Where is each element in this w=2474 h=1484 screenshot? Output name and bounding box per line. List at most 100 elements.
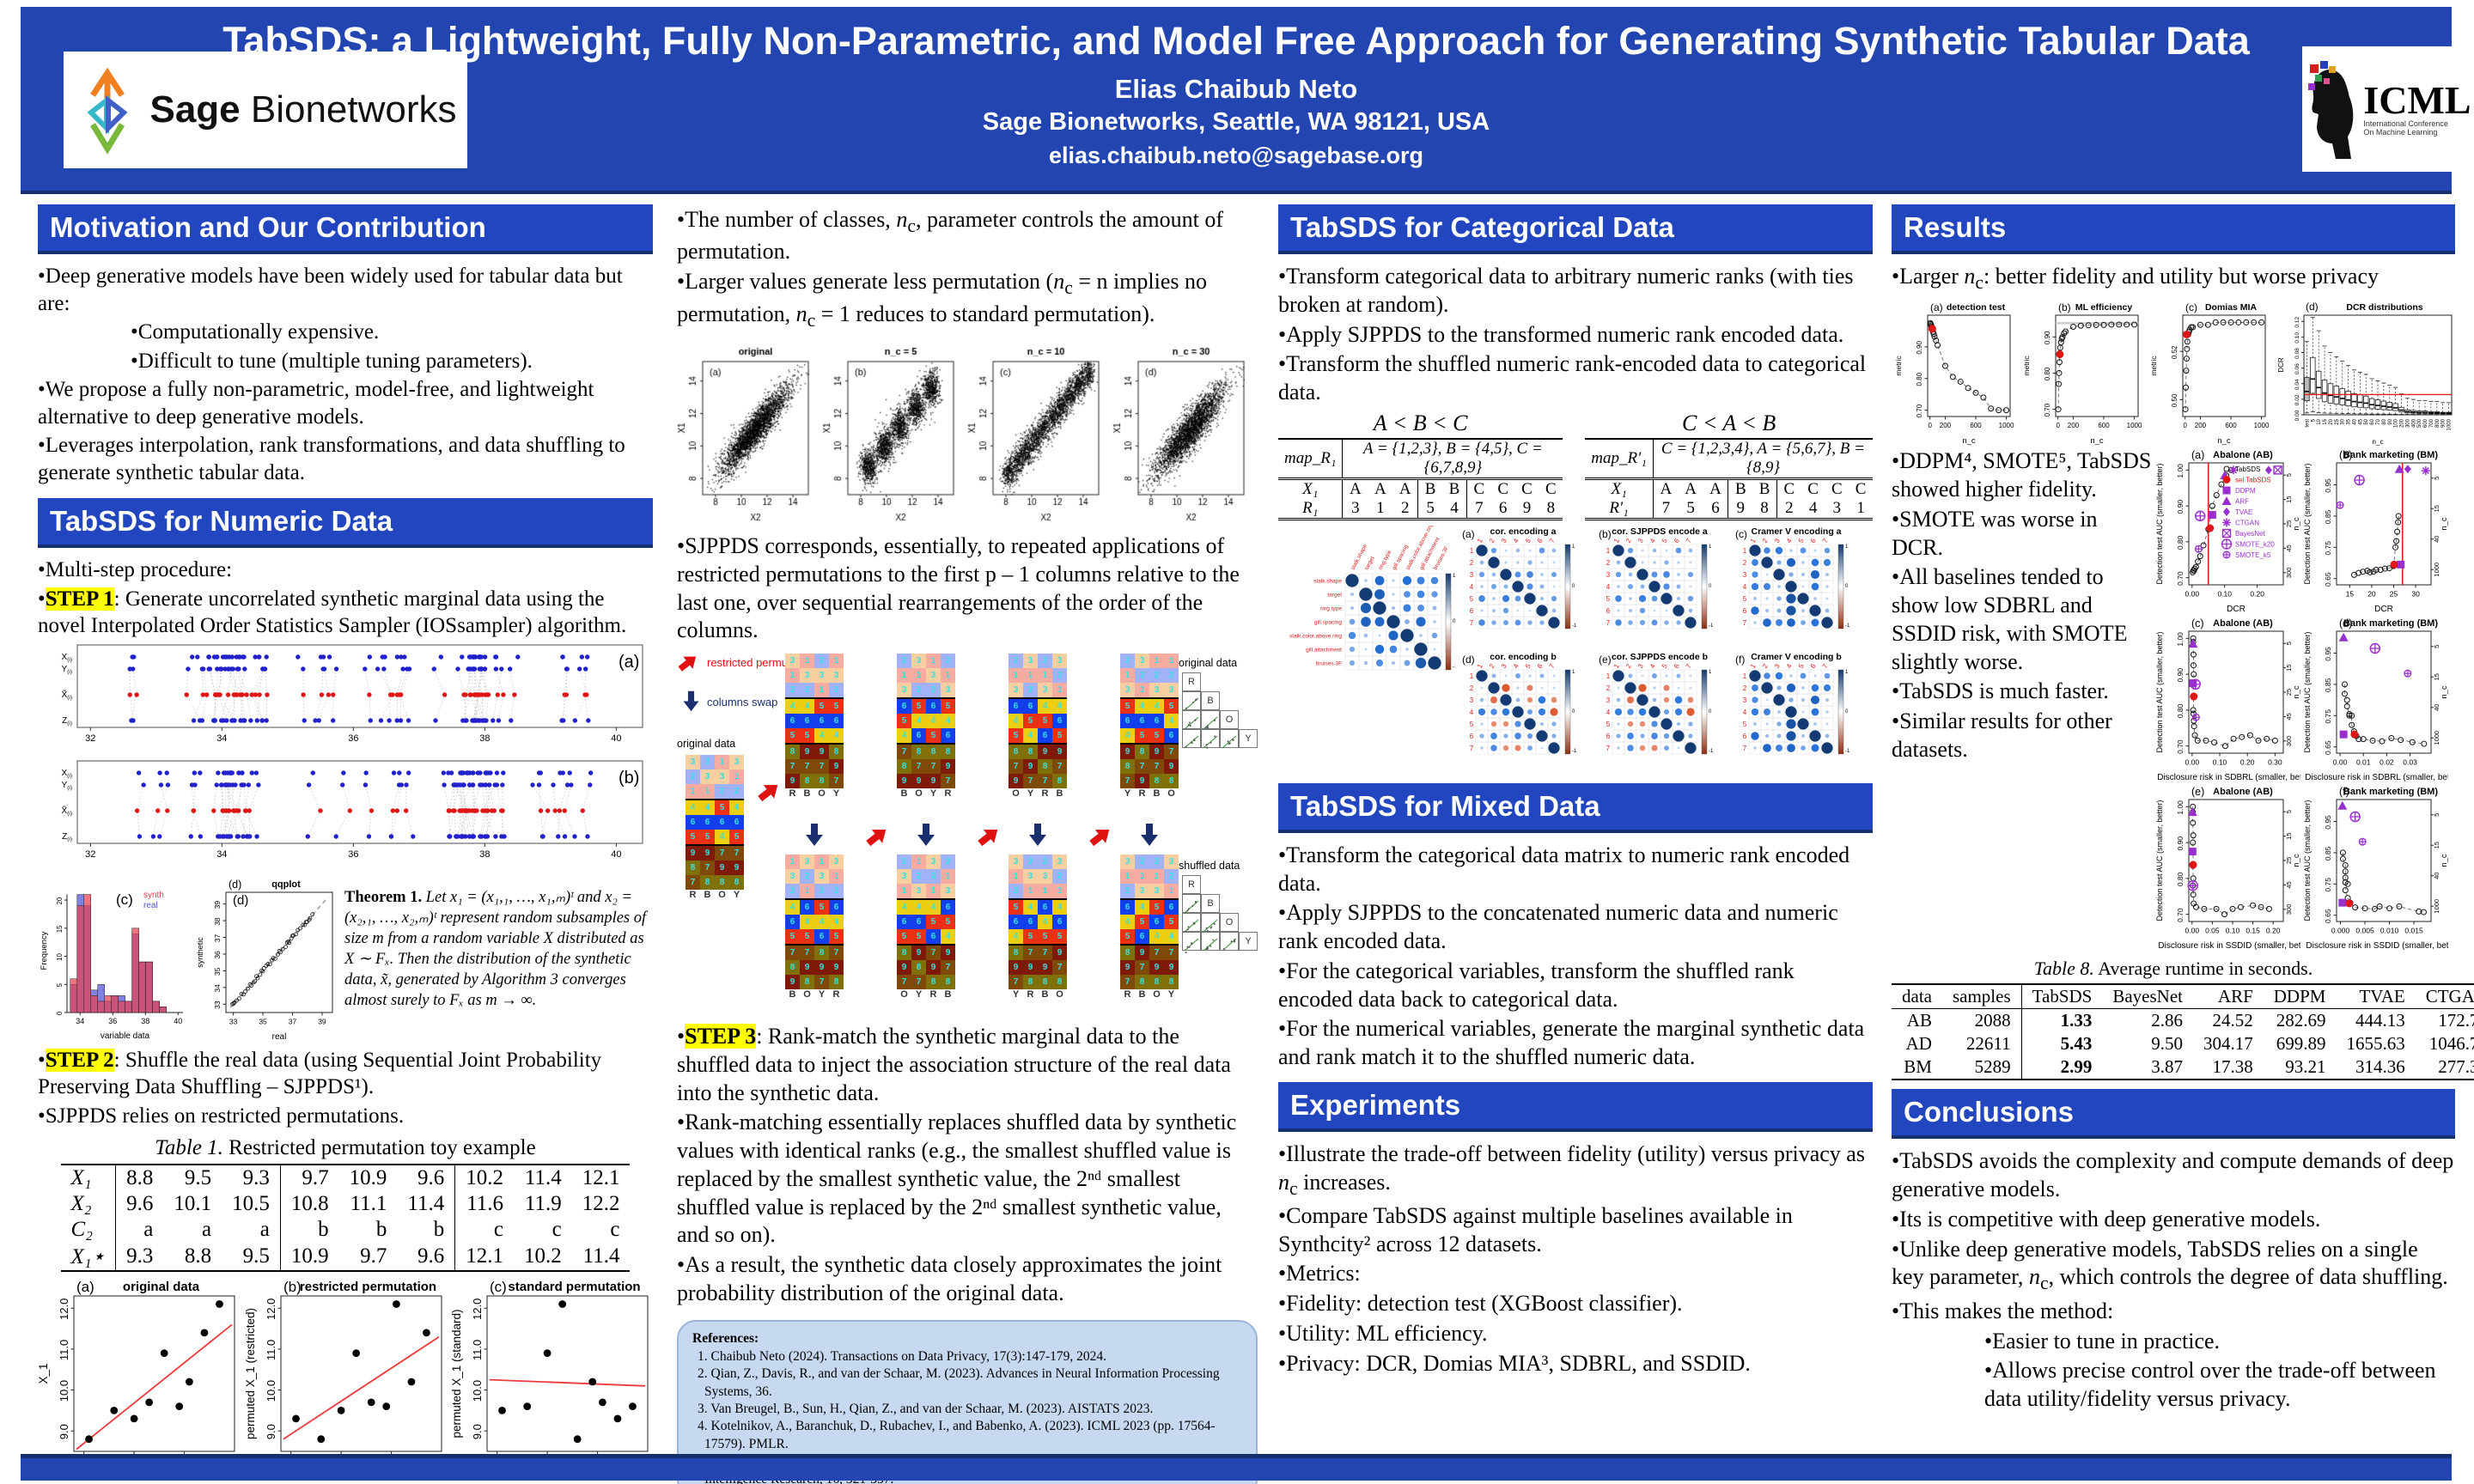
svg-text:1: 1 [1845,544,1849,550]
svg-text:1.00: 1.00 [2176,800,2185,815]
table1: X₁ 8.8 9.5 9.3 9.7 10.9 9.6 10.2 11.4 12.1 X₂ 9.6 10… [60,1164,631,1272]
table-row: C₂ a a a b b b c c c [60,1217,631,1243]
references-title: References: [692,1330,759,1346]
svg-text:2: 2 [1624,537,1633,544]
restricted-permutation-arrow-icon [978,830,998,847]
map-order-label: A < B < C [1373,410,1468,435]
svg-text:1: 1 [1476,662,1484,670]
svg-text:-1: -1 [1845,623,1850,629]
svg-text:1000: 1000 [2433,563,2440,577]
svg-text:6: 6 [1470,733,1474,740]
list-item: Metrics: [1278,1260,1873,1288]
svg-text:0.000: 0.000 [2331,927,2350,935]
svg-text:0.70: 0.70 [2176,740,2185,755]
result-scatter-ab-ssdid: 0.00 0.05 0.10 0.15 0.20 0.70 0.80 0.90 1.00 Disc… [2155,786,2300,951]
svg-text:0.80: 0.80 [2044,368,2051,381]
svg-text:33: 33 [229,1017,238,1025]
list-item: 4. Kotelnikov, A., Baranchuk, D., Rubach… [698,1419,1216,1451]
columns-swap-arrow-icon [917,824,935,847]
svg-text:0: 0 [1572,584,1575,589]
svg-text:15: 15 [2346,590,2355,599]
svg-text:25: 25 [2285,689,2293,696]
svg-text:10.0: 10.0 [58,1380,70,1402]
table-row: X₁⋆ 9.3 8.8 9.5 10.9 9.7 9.6 12.1 10.2 11.4 [60,1243,631,1271]
svg-text:X_1: X_1 [38,1363,50,1384]
svg-text:20: 20 [2367,590,2376,599]
svg-text:(c): (c) [1735,528,1747,540]
svg-text:0.50: 0.50 [2171,393,2178,407]
svg-text:2: 2 [1488,662,1496,670]
svg-text:10.0: 10.0 [265,1380,277,1402]
svg-text:Disclosure risk in SDBRL (smal: Disclosure risk in SDBRL (smaller, bette… [2305,773,2448,782]
column-4: Results Larger nc: better fidelity and u… [1892,204,2474,1415]
svg-text:60: 60 [2370,419,2375,425]
svg-text:15: 15 [2433,842,2440,849]
svg-text:36: 36 [348,849,358,860]
svg-text:25: 25 [2285,520,2293,527]
svg-text:1: 1 [1709,670,1712,675]
svg-text:1000: 1000 [2447,419,2453,431]
footer-bar [21,1454,2452,1481]
svg-text:6: 6 [1743,733,1747,740]
svg-text:15: 15 [2285,665,2293,672]
columns-swap-arrow-icon [683,691,699,712]
svg-text:synth: synth [143,891,164,900]
svg-text:SMOTE_k20: SMOTE_k20 [2235,541,2275,549]
svg-text:0.85: 0.85 [2324,847,2332,861]
section-motivation-header: Motivation and Our Contribution [38,204,653,254]
svg-text:ML efficiency: ML efficiency [2075,302,2131,313]
list-item: TabSDS avoids the complexity and compute… [1892,1147,2455,1204]
svg-text:15: 15 [2285,496,2293,503]
section-results-header: Results [1892,204,2455,254]
svg-text:5: 5 [1661,662,1669,670]
svg-text:4: 4 [1606,583,1611,591]
svg-text:cor. SJPPDS encode a: cor. SJPPDS encode a [1612,526,1708,537]
table8-caption: Table 8. Average runtime in seconds. [2033,958,2313,980]
svg-text:restricted permutation: restricted permutation [300,1280,436,1294]
svg-text:0: 0 [1709,709,1712,715]
svg-text:3: 3 [1500,537,1508,544]
list-item: Difficult to tune (multiple tuning param… [38,348,653,375]
list-item: For the numerical variables, generate th… [1278,1015,1873,1072]
svg-text:(b): (b) [283,1279,302,1295]
list-item: Unlike deep generative models, TabSDS re… [1892,1236,2455,1296]
svg-text:0: 0 [1572,709,1575,715]
svg-text:1.00: 1.00 [2176,464,2185,478]
svg-text:6: 6 [1536,537,1545,544]
svg-text:cor. SJPPDS encode b: cor. SJPPDS encode b [1612,652,1708,662]
svg-text:200: 200 [2195,422,2207,429]
svg-text:0: 0 [2056,422,2060,429]
svg-text:0.70: 0.70 [1916,404,1923,418]
sjppds-diagram: restricted permutation columns swap origin… [677,650,1258,1021]
svg-text:1: 1 [1606,547,1611,555]
svg-text:3: 3 [1470,696,1474,704]
list-item: Apply SJPPDS to the concatenated numeric… [1278,899,1873,956]
svg-text:n_c: n_c [2440,518,2448,532]
svg-text:Y(i): Y(i) [62,665,72,675]
table-header: samples [1941,984,2022,1010]
svg-text:0.85: 0.85 [2324,678,2332,693]
svg-text:9.0: 9.0 [58,1424,70,1439]
svg-text:Bank marketing (BM): Bank marketing (BM) [2343,787,2438,797]
sjppds-description: SJPPDS corresponds, essentially, to repe… [677,532,1258,645]
cloud-nc30 [1112,339,1249,525]
svg-text:4: 4 [1743,583,1747,591]
svg-text:0.75: 0.75 [2324,878,2332,892]
svg-text:metric: metric [1894,356,1903,376]
svg-text:70: 70 [2376,419,2381,425]
scatter-matrix-label: original data [1179,657,1238,670]
svg-text:bruises.3F: bruises.3F [1316,660,1342,666]
svg-text:0.80: 0.80 [2176,536,2185,550]
svg-text:5: 5 [1606,595,1611,603]
svg-text:0.10: 0.10 [2294,332,2300,344]
svg-text:Abalone (AB): Abalone (AB) [2213,618,2273,629]
svg-text:4: 4 [1470,583,1474,591]
list-item: Larger values generate less permutation … [677,268,1258,332]
svg-text:11.0: 11.0 [471,1340,484,1360]
svg-text:standard permutation: standard permutation [509,1280,641,1294]
